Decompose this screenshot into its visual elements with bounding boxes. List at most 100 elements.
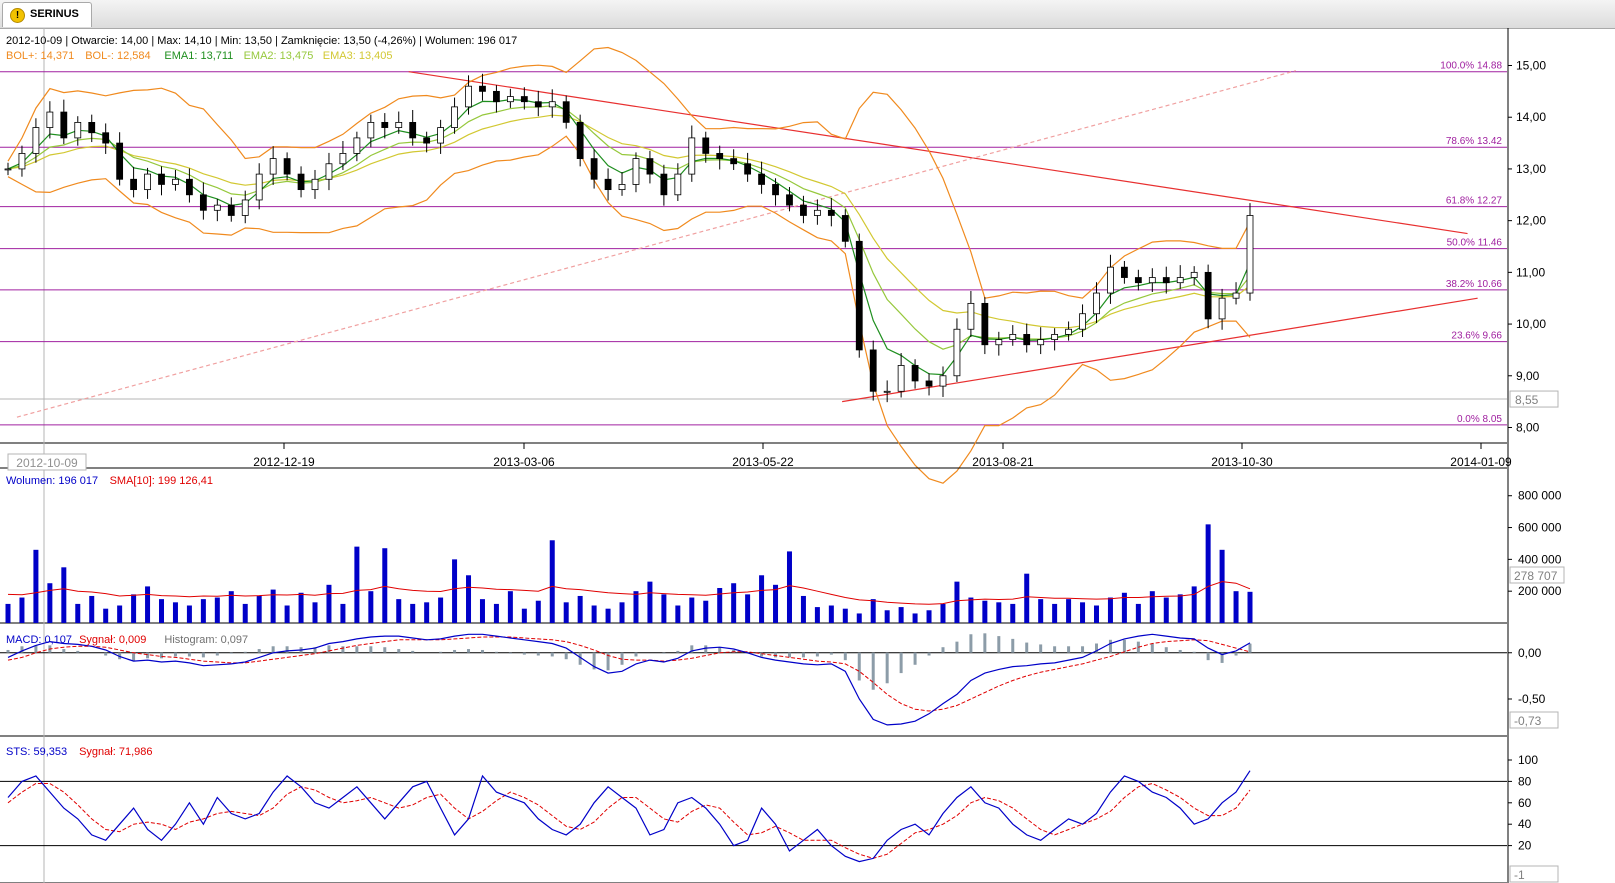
volume-bar: [703, 600, 709, 623]
candle-body: [1093, 292, 1100, 315]
sts-legend-item: STS: 59,353: [6, 746, 67, 758]
candle-body: [618, 184, 626, 191]
candle-body: [1204, 271, 1212, 320]
volume-bar: [1052, 603, 1058, 623]
macd-legend-item: MACD: 0,107: [6, 634, 72, 646]
volume-bar: [424, 602, 430, 623]
stock-chart[interactable]: 100.0% 14.88 78.6% 13.42 61.8% 12.27 50.0% …: [0, 28, 1615, 883]
candle-body: [255, 173, 263, 201]
tab-serinus[interactable]: ! SERINUS: [2, 2, 92, 27]
volume-tick-label: 800 000: [1518, 489, 1562, 503]
volume-bar: [814, 607, 820, 623]
volume-legend-item: Wolumen: 196 017: [6, 475, 98, 487]
volume-bar: [577, 595, 583, 623]
trendline[interactable]: [408, 71, 1468, 235]
trendline[interactable]: [842, 297, 1478, 403]
ema1-line: [7, 98, 1251, 376]
volume-bar: [354, 546, 360, 623]
candle-body: [883, 390, 891, 393]
candle-body: [939, 375, 947, 387]
candle-body: [660, 173, 668, 196]
volume-bar: [200, 599, 206, 623]
candle-body: [827, 209, 835, 216]
fibonacci-label: 78.6% 13.42: [1446, 136, 1503, 147]
ema3-line: [7, 114, 1251, 329]
volume-bar: [1163, 597, 1169, 623]
volume-bar: [647, 581, 653, 623]
candle-body: [674, 173, 682, 196]
volume-bar: [368, 591, 374, 623]
volume-bar: [591, 605, 597, 623]
candle-body: [353, 137, 361, 154]
volume-bar: [773, 584, 779, 623]
volume-bar: [493, 603, 499, 623]
candle-body: [158, 173, 165, 185]
volume-bar: [159, 599, 165, 623]
bollinger-lower-line: [7, 135, 1251, 484]
candle-body: [1218, 297, 1226, 320]
candle-body: [451, 106, 458, 128]
price-legend-item: EMA1: 13,711: [164, 50, 233, 62]
volume-current-box: [1509, 566, 1565, 584]
volume-bar: [172, 602, 178, 623]
candle-body: [144, 173, 151, 191]
candle-body: [186, 178, 193, 196]
volume-bar: [675, 605, 681, 623]
macd-legend-item: Histogram: 0,097: [164, 634, 248, 646]
volume-bar: [1024, 573, 1030, 623]
candle-body: [1107, 266, 1114, 294]
tab-bar: ! SERINUS: [0, 0, 1615, 29]
bollinger-upper-line: [7, 46, 1251, 299]
volume-bar: [214, 597, 220, 623]
x-tick-label: 2013-08-21: [972, 455, 1034, 469]
volume-bar: [1121, 592, 1127, 623]
volume-bar: [1135, 603, 1141, 623]
volume-bar: [1247, 591, 1253, 623]
volume-bar: [89, 595, 95, 623]
volume-bar: [131, 594, 137, 623]
fibonacci-label: 50.0% 11.46: [1447, 238, 1503, 249]
candle-body: [199, 194, 207, 211]
volume-bar: [521, 608, 527, 623]
warning-icon: !: [10, 8, 25, 23]
macd-legend-item: Sygnał: 0,009: [79, 634, 146, 646]
trendline[interactable]: [16, 70, 1297, 418]
volume-bar: [186, 605, 192, 623]
volume-bar: [535, 600, 541, 623]
candle-body: [102, 132, 110, 144]
candle-body: [339, 153, 347, 165]
candle-body: [311, 178, 319, 191]
candle-body: [534, 101, 542, 108]
price-legend-item: BOL+: 14,371: [6, 50, 74, 62]
candle-body: [74, 121, 82, 139]
candle-body: [1190, 271, 1198, 278]
volume-legend-item: SMA[10]: 199 126,41: [110, 475, 213, 487]
candle-body: [172, 178, 179, 185]
candle-body: [1121, 266, 1128, 278]
volume-bar: [410, 603, 416, 623]
price-legend-item: EMA2: 13,475: [244, 50, 314, 62]
candle-body: [506, 96, 514, 103]
candle-body: [758, 173, 765, 185]
candle-body: [227, 204, 235, 216]
sts-tick-label: 60: [1518, 796, 1532, 810]
volume-bar: [312, 602, 318, 623]
volume-bar: [228, 591, 234, 623]
candle-body: [381, 121, 389, 128]
candle-body: [702, 137, 710, 154]
volume-bar: [61, 567, 67, 623]
candle-body: [465, 85, 472, 108]
candle-body: [60, 111, 68, 139]
candle-body: [116, 142, 124, 180]
x-tick-label: 2013-10-30: [1211, 455, 1273, 469]
volume-tick-label: 600 000: [1518, 521, 1562, 535]
candle-body: [283, 158, 291, 175]
volume-bar: [507, 591, 513, 623]
candle-body: [855, 240, 863, 351]
volume-bar: [605, 608, 611, 623]
sts-tick-label: 20: [1518, 839, 1532, 853]
price-tick-label: 8,00: [1516, 420, 1540, 434]
candle-body: [241, 199, 249, 216]
candle-body: [520, 96, 528, 103]
volume-bar: [689, 597, 695, 623]
